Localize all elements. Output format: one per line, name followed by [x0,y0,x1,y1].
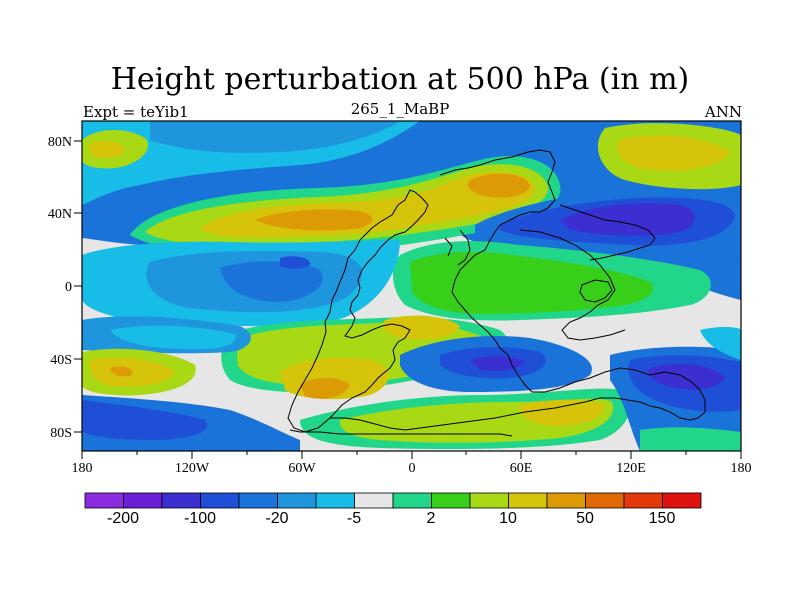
lon-tick-label: 60E [510,461,533,476]
contour-region [89,357,175,387]
contour-region [640,427,741,451]
colorbar-label: 10 [499,510,517,527]
colorbar-label: -20 [265,510,288,527]
colorbar-label: 50 [576,510,594,527]
contour-region [616,135,730,172]
colorbar-box [623,492,663,509]
colorbar-box [546,492,586,509]
eastern-continent-outline [330,149,706,431]
contour-region [255,209,373,231]
axis-ticks [74,140,742,459]
contour-region [560,203,695,236]
contour-region [410,252,654,314]
experiment-label: Expt = teYib1 [83,103,189,121]
lon-tick-label: 60W [288,461,316,476]
lon-tick-labels: 180 120W 60W 0 60E 120E 180 [72,461,752,476]
contour-field [82,121,741,451]
contour-region [300,377,350,399]
colorbar-label: 2 [427,510,436,527]
contour-region [700,326,741,360]
lat-tick-label: 80S [50,426,72,441]
lon-tick-label: 120W [175,461,210,476]
contour-region [110,366,133,377]
colorbar-box [238,492,278,509]
colorbar-box [161,492,201,509]
continent-outlines [287,149,706,437]
contour-region [110,325,236,350]
lat-tick-labels: 80N 40N 0 40S 80S [48,135,72,441]
lon-tick-label: 180 [731,461,752,476]
contour-region [150,121,400,153]
colorbar-box [431,492,471,509]
lon-tick-label: 120E [616,461,646,476]
season-label: ANN [704,103,742,121]
run-label: 265_1_MaBP [350,100,450,118]
lon-tick-label: 0 [409,461,416,476]
colorbar-box [508,492,548,509]
colorbar-box [84,492,124,509]
colorbar-label: -200 [107,510,139,527]
lon-tick-label: 180 [72,461,93,476]
colorbar-label: -5 [347,510,361,527]
lat-tick-label: 0 [65,280,72,295]
contour-region [470,356,525,371]
contour-region [82,400,208,440]
colorbar-box [585,492,625,509]
lat-tick-label: 40S [50,353,72,368]
lat-tick-label: 80N [48,135,72,150]
lat-tick-label: 40N [48,207,72,222]
contour-region [220,261,323,302]
colorbar-box [315,492,355,509]
colorbar-box [469,492,509,509]
contour-region [519,399,605,426]
contour-region [88,140,125,158]
east-asia-coast [559,204,656,261]
colorbar-labels: -200 -100 -20 -5 2 10 50 150 [107,510,675,527]
map-title: Height perturbation at 500 hPa (in m) [110,62,690,97]
colorbar-label: 150 [649,510,676,527]
colorbar-box [392,492,432,509]
contour-region [280,256,311,269]
southern-outline [289,429,513,437]
western-continent-outline [287,189,429,433]
colorbar-label: -100 [184,510,216,527]
contour-region [648,364,725,390]
colorbar [84,492,702,509]
colorbar-box [662,492,702,509]
colorbar-box [123,492,163,509]
colorbar-box [277,492,317,509]
contour-region [467,173,530,198]
contour-region [383,315,460,340]
island-outline [579,279,613,303]
colorbar-box [200,492,240,509]
interior-coastline [444,229,626,341]
colorbar-box [354,492,394,509]
